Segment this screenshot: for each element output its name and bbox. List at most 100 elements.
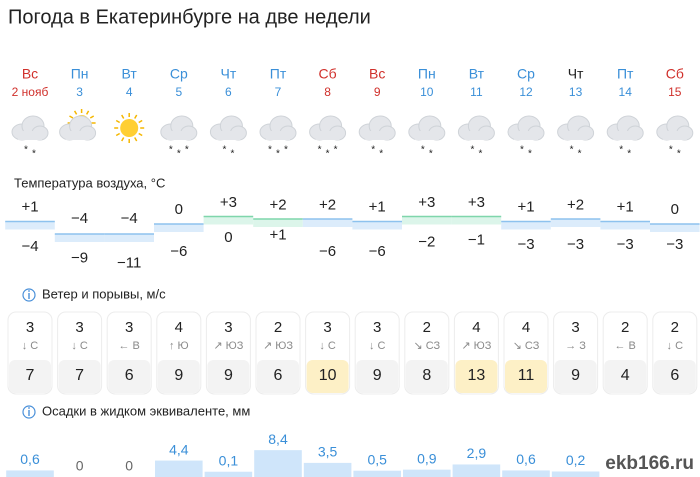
temperature-max: +1: [617, 199, 634, 216]
weather-icon: * *: [557, 115, 595, 160]
wind-speed: 3: [571, 319, 579, 336]
weekday: Пн: [418, 66, 436, 82]
temperature-min: −3: [617, 236, 634, 253]
precipitation-label: 0,2: [566, 452, 586, 468]
temperature-max: +3: [468, 194, 485, 211]
snowflake: *: [32, 149, 36, 160]
snowflake: *: [185, 145, 189, 156]
sun-ray: [121, 114, 125, 119]
cloud-part: [65, 131, 90, 140]
info-icon: [22, 288, 36, 302]
gust-cell: [306, 360, 349, 393]
precipitation-label: 3,5: [318, 444, 338, 460]
wind-gust: 6: [670, 367, 679, 384]
wind-direction: ↓ С: [369, 340, 386, 352]
gust-cell: [157, 360, 200, 393]
sun-ray: [69, 115, 74, 119]
wind-gust: 9: [373, 367, 382, 384]
weather-icon: * * *: [160, 115, 198, 160]
cloud-part: [266, 131, 290, 140]
wind-direction: ↘ СЗ: [513, 340, 540, 352]
weekday: Ср: [517, 66, 535, 82]
weather-icon: * *: [408, 115, 446, 160]
precipitation-bar: [502, 470, 550, 477]
weather-icon: * *: [209, 115, 247, 160]
date: 4: [126, 85, 133, 99]
wind-speed: 4: [522, 319, 530, 336]
cloud-part: [216, 131, 241, 140]
date: 5: [175, 85, 182, 99]
temperature-min: +1: [269, 227, 286, 244]
sun-ray: [89, 115, 95, 119]
weekday: Вс: [22, 66, 38, 82]
sun-ray: [73, 110, 78, 115]
snowflake: *: [619, 145, 623, 156]
sun-ray: [134, 137, 138, 142]
temperature-max: +2: [319, 196, 336, 213]
wind-speed: 2: [671, 319, 679, 336]
temperature-min: −2: [418, 234, 435, 251]
temperature-min: −1: [468, 231, 485, 248]
sun-ray: [121, 137, 125, 142]
temperature-band: [253, 219, 303, 227]
weather-icon: * * *: [309, 115, 347, 160]
temperature-max: +3: [418, 194, 435, 211]
temperature-max: +2: [567, 196, 584, 213]
wind-speed: 2: [621, 319, 629, 336]
weather-icon: * *: [358, 115, 396, 160]
snowflake: *: [169, 145, 173, 156]
gust-cell: [505, 360, 547, 393]
temperature-band: [5, 221, 55, 230]
snowflake: *: [318, 145, 322, 156]
watermark: ekb166.ru: [605, 453, 694, 474]
snowflake: *: [528, 149, 532, 160]
date: 14: [619, 85, 633, 99]
snowflake: *: [177, 149, 181, 160]
precipitation-bar: [353, 470, 401, 477]
temperature-min: −9: [71, 250, 88, 267]
precipitation-bar: [403, 469, 451, 477]
wind-gust: 4: [621, 367, 630, 384]
weather-icon: [59, 109, 97, 141]
gust-cell: [9, 360, 51, 393]
snowflake: *: [520, 145, 524, 156]
snowflake: *: [222, 145, 226, 156]
gust-cell: [554, 360, 597, 393]
date: 2 нояб: [12, 85, 49, 99]
wind-speed: 4: [472, 319, 480, 336]
snowflake: *: [578, 149, 582, 160]
cloud-part: [166, 131, 191, 140]
temperature-band: [302, 219, 353, 227]
wind-gust: 6: [274, 367, 283, 384]
snowflake: *: [371, 145, 375, 156]
snowflake: *: [268, 145, 272, 156]
wind-speed: 2: [423, 319, 431, 336]
gust-cell: [405, 360, 448, 393]
cloud-part: [662, 131, 687, 140]
precipitation-label: 0,6: [516, 451, 536, 467]
gust-cell: [356, 360, 399, 393]
temperature-band: [54, 234, 105, 242]
precipitation-bar: [452, 464, 501, 477]
weekday: Вс: [369, 66, 385, 82]
wind-gust: 8: [422, 367, 431, 384]
wind-gust: 10: [319, 367, 337, 384]
weekday: Сб: [319, 66, 337, 82]
temperature-min: −3: [666, 236, 683, 253]
snowflake: *: [677, 149, 681, 160]
gust-cell: [455, 360, 498, 393]
snowflake: *: [230, 149, 234, 160]
wind-direction: ↗ ЮЗ: [213, 340, 243, 352]
temperature-max: +1: [517, 199, 534, 216]
temperature-band: [402, 216, 452, 225]
temperature-min: −6: [319, 243, 336, 260]
weekday: Сб: [666, 66, 684, 82]
precipitation-label: 4,4: [169, 441, 189, 457]
date: 11: [470, 85, 483, 99]
date: 13: [569, 85, 583, 99]
snowflake: *: [284, 145, 288, 156]
precipitation-label: 0,5: [367, 451, 387, 467]
wind-direction: ↓ С: [319, 340, 336, 352]
gust-cell: [604, 360, 647, 393]
temperature-title: Температура воздуха, °C: [14, 175, 165, 190]
